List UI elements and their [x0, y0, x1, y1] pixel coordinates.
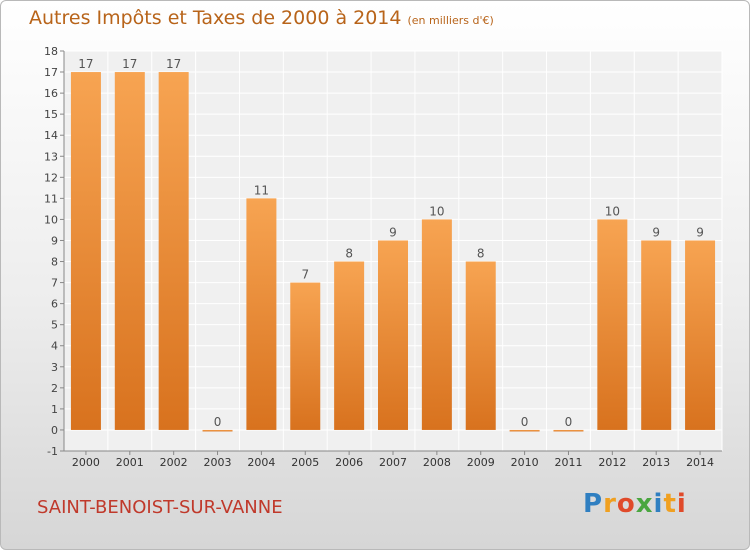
- logo-letter: i: [676, 489, 687, 519]
- chart-title: Autres Impôts et Taxes de 2000 à 2014 (en…: [29, 7, 494, 29]
- y-tick-label: 1: [51, 403, 58, 416]
- bar-2004: [246, 198, 277, 430]
- bar-2001: [114, 72, 145, 430]
- x-tick-label-2014: 2014: [686, 456, 714, 469]
- bar-2010: [509, 429, 540, 432]
- x-tick-label-2013: 2013: [642, 456, 670, 469]
- y-tick-label: 13: [44, 150, 58, 163]
- y-tick-label: 14: [44, 129, 58, 142]
- value-label-2010: 0: [521, 415, 529, 429]
- proxiti-logo: Proxiti: [583, 489, 687, 519]
- bar-2008: [421, 219, 452, 430]
- commune-name: SAINT-BENOIST-SUR-VANNE: [37, 497, 283, 518]
- bar-2014: [685, 240, 716, 430]
- logo-letter: P: [583, 489, 604, 519]
- x-tick-label-2007: 2007: [379, 456, 407, 469]
- value-label-2005: 7: [301, 268, 309, 282]
- value-label-2011: 0: [565, 415, 573, 429]
- x-tick-label-2005: 2005: [291, 456, 319, 469]
- logo-letter: i: [653, 489, 664, 519]
- y-tick-label: 12: [44, 171, 58, 184]
- x-tick-label-2010: 2010: [511, 456, 539, 469]
- value-label-2007: 9: [389, 225, 397, 239]
- y-tick-label: 8: [51, 256, 58, 269]
- value-label-2002: 17: [166, 57, 181, 71]
- y-tick-label: 3: [51, 361, 58, 374]
- y-tick-label: -1: [47, 445, 58, 458]
- y-tick-label: 4: [51, 340, 58, 353]
- x-tick-label-2003: 2003: [204, 456, 232, 469]
- y-tick-label: 16: [44, 87, 58, 100]
- x-tick-label-2004: 2004: [247, 456, 275, 469]
- bar-2002: [158, 72, 189, 430]
- bar-2005: [290, 282, 321, 430]
- x-tick-label-2000: 2000: [72, 456, 100, 469]
- value-label-2001: 17: [122, 57, 137, 71]
- y-tick-label: 15: [44, 108, 58, 121]
- value-label-2014: 9: [696, 225, 704, 239]
- x-tick-label-2012: 2012: [598, 456, 626, 469]
- y-tick-label: 0: [51, 424, 58, 437]
- bar-2007: [378, 240, 408, 430]
- bar-2012: [597, 219, 628, 430]
- value-label-2008: 10: [429, 204, 444, 218]
- value-label-2013: 9: [652, 225, 660, 239]
- bar-2000: [70, 72, 101, 430]
- logo-letter: t: [663, 489, 677, 519]
- y-tick-label: 2: [51, 382, 58, 395]
- y-tick-label: 10: [44, 213, 58, 226]
- chart-title-text: Autres Impôts et Taxes de 2000 à 2014: [29, 7, 402, 29]
- x-tick-label-2002: 2002: [160, 456, 188, 469]
- y-tick-label: 6: [51, 298, 58, 311]
- bar-2011: [553, 429, 584, 432]
- chart-unit: (en milliers d'€): [407, 14, 494, 27]
- y-tick-label: 9: [51, 234, 58, 247]
- logo-letter: x: [635, 489, 654, 519]
- x-tick-label-2008: 2008: [423, 456, 451, 469]
- logo-letter: r: [603, 489, 617, 519]
- bar-2009: [465, 261, 496, 430]
- value-label-2004: 11: [254, 183, 269, 197]
- y-tick-label: 11: [44, 192, 58, 205]
- bar-2003: [202, 429, 233, 432]
- y-tick-label: 7: [51, 277, 58, 290]
- x-tick-label-2006: 2006: [335, 456, 363, 469]
- x-tick-label-2001: 2001: [116, 456, 144, 469]
- value-label-2006: 8: [345, 247, 353, 261]
- value-label-2012: 10: [605, 204, 620, 218]
- y-tick-label: 17: [44, 66, 58, 79]
- x-tick-label-2009: 2009: [467, 456, 495, 469]
- value-label-2009: 8: [477, 247, 485, 261]
- bar-2006: [334, 261, 365, 430]
- y-tick-label: 5: [51, 319, 58, 332]
- value-label-2003: 0: [214, 415, 222, 429]
- bar-2013: [641, 240, 672, 430]
- logo-letter: o: [616, 489, 636, 519]
- value-label-2000: 17: [78, 57, 93, 71]
- x-tick-label-2011: 2011: [554, 456, 582, 469]
- y-tick-label: 18: [44, 45, 58, 58]
